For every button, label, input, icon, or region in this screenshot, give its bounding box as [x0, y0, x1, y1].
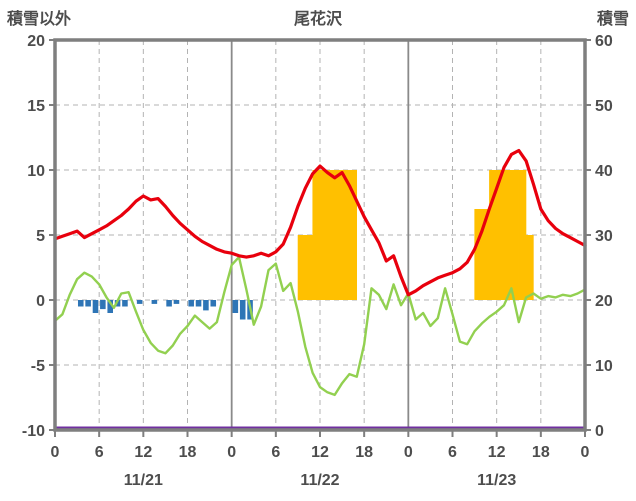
snow-bar: [525, 235, 534, 300]
right-axis-tick-label: 10: [595, 358, 613, 375]
right-axis-tick-label: 30: [595, 228, 613, 245]
left-axis-tick-label: 0: [36, 293, 45, 310]
snow-bar: [327, 170, 335, 300]
left-axis-tick-label: -10: [22, 423, 45, 440]
snow-bar: [511, 170, 519, 300]
snow-bar: [334, 170, 343, 300]
snow-bar: [305, 235, 313, 300]
x-tick-label: 6: [448, 444, 457, 461]
left-axis-tick-label: 15: [27, 98, 45, 115]
x-tick-label: 0: [227, 444, 236, 461]
blue-bar: [92, 300, 99, 313]
blue-bar: [173, 300, 180, 304]
right-axis-title: 積雪: [596, 11, 629, 28]
snow-bar: [496, 170, 505, 300]
blue-bar: [151, 300, 158, 304]
right-axis-tick-label: 0: [595, 423, 604, 440]
blue-bar: [188, 300, 194, 307]
x-tick-label: 12: [488, 444, 506, 461]
blue-bar: [239, 300, 246, 320]
blue-bar: [232, 300, 239, 313]
station-name-title: 尾花沢: [293, 11, 343, 28]
x-tick-label: 12: [311, 444, 329, 461]
x-tick-label: 12: [134, 444, 152, 461]
left-axis-tick-label: 20: [27, 33, 45, 50]
date-label: 11/21: [124, 472, 163, 489]
snow-bar: [481, 209, 490, 300]
blue-bar: [100, 300, 106, 310]
snow-bar: [319, 170, 328, 300]
left-axis-tick-label: 10: [27, 163, 45, 180]
snow-bar: [474, 209, 483, 300]
left-axis-title: 積雪以外: [7, 11, 72, 28]
x-tick-label: 18: [532, 444, 550, 461]
blue-bar: [107, 300, 113, 313]
x-tick-label: 6: [95, 444, 104, 461]
x-tick-label: 0: [404, 444, 413, 461]
x-tick-label: 0: [581, 444, 590, 461]
blue-bar: [203, 300, 209, 311]
snow-bar: [518, 170, 527, 300]
blue-bar: [77, 300, 84, 307]
right-axis-tick-label: 40: [595, 163, 613, 180]
snow-bar: [341, 170, 350, 300]
right-axis-tick-label: 60: [595, 33, 613, 50]
left-axis-tick-label: -5: [31, 358, 45, 375]
x-tick-label: 6: [271, 444, 280, 461]
green-line: [53, 255, 587, 397]
snow-bar: [503, 170, 512, 300]
snow-bar: [297, 235, 306, 300]
x-tick-label: 18: [179, 444, 197, 461]
blue-bar: [210, 300, 217, 307]
x-tick-label: 18: [355, 444, 373, 461]
date-label: 11/23: [477, 472, 516, 489]
snow-bar: [312, 170, 321, 300]
right-axis-tick-label: 20: [595, 293, 613, 310]
blue-bar: [166, 300, 172, 307]
blue-bar: [85, 300, 91, 307]
blue-bar: [195, 300, 202, 307]
snow-bar: [489, 170, 497, 300]
snow-bar: [349, 170, 358, 300]
red-line: [53, 148, 587, 297]
left-axis-tick-label: 5: [36, 228, 45, 245]
blue-bar: [122, 300, 128, 307]
date-label: 11/22: [300, 472, 339, 489]
x-tick-label: 0: [51, 444, 60, 461]
blue-bar: [136, 300, 143, 304]
right-axis-tick-label: 50: [595, 98, 613, 115]
